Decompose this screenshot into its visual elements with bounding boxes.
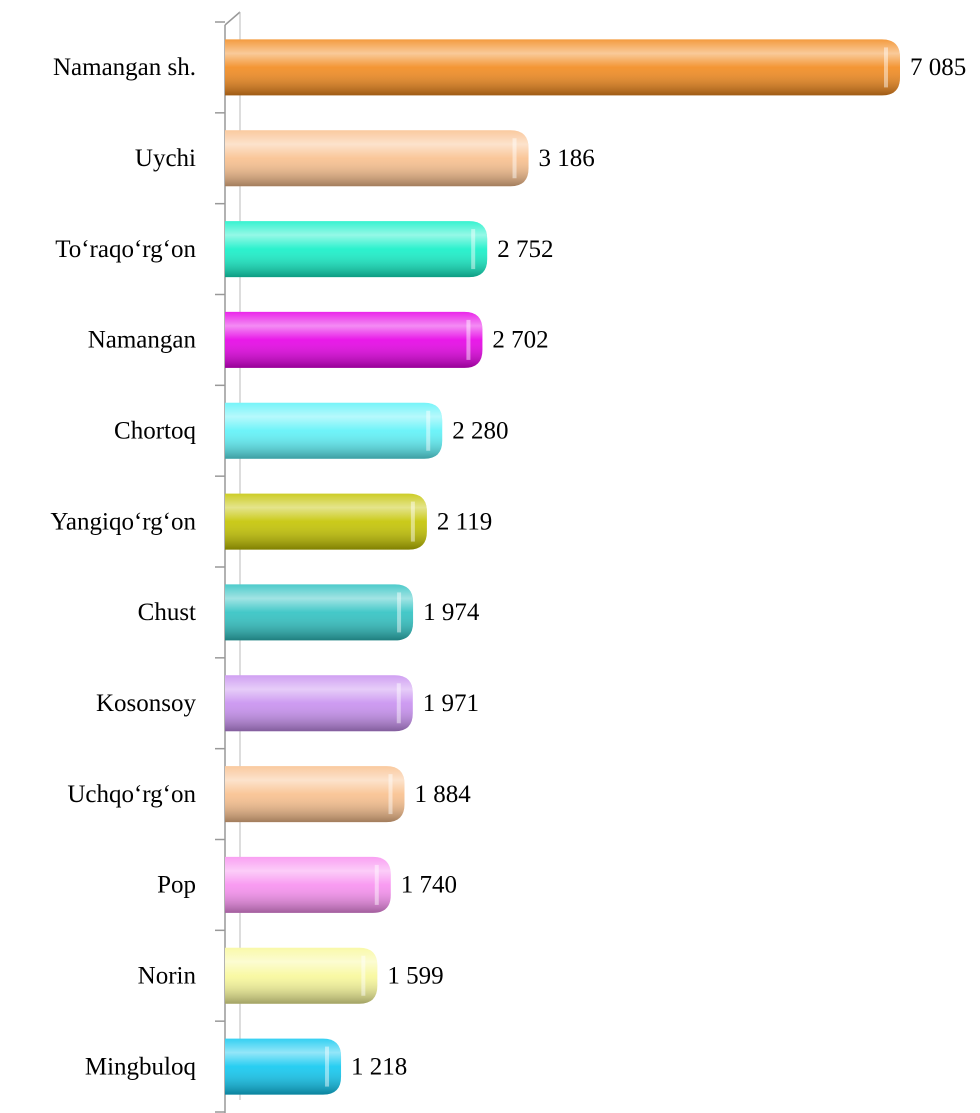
y-tick-label: Namangan <box>88 327 197 354</box>
y-tick-label: To‘raqo‘rg‘on <box>55 236 196 263</box>
bar-shading <box>225 130 529 187</box>
y-tick-label: Chortoq <box>114 417 196 444</box>
y-tick-label: Pop <box>157 872 196 899</box>
bar-shading <box>225 766 405 823</box>
value-label: 3 186 <box>539 145 595 172</box>
axis-depth <box>224 11 241 26</box>
bar-shading <box>225 947 378 1004</box>
y-tick-label: Uchqo‘rg‘on <box>67 781 196 808</box>
bar-shading <box>225 1038 342 1095</box>
value-label: 1 971 <box>423 690 479 717</box>
y-tick-label: Namangan sh. <box>53 54 196 81</box>
value-label: 7 085 <box>910 54 966 81</box>
y-tick-label: Kosonsoy <box>96 690 197 717</box>
y-tick-label: Chust <box>138 599 196 626</box>
bar-shading <box>225 311 483 368</box>
value-label: 2 752 <box>497 236 553 263</box>
bar-shading <box>225 221 488 278</box>
y-tick-label: Yangiqo‘rg‘on <box>50 508 196 535</box>
value-label: 1 599 <box>387 962 443 989</box>
bar-shading <box>225 493 427 550</box>
bar-shading <box>225 675 413 732</box>
bar-shading <box>225 39 900 96</box>
axis <box>224 11 241 1113</box>
value-label: 1 974 <box>423 599 480 626</box>
value-label: 2 119 <box>437 508 492 535</box>
y-tick-label: Uychi <box>135 145 196 172</box>
value-label: 1 218 <box>351 1053 407 1080</box>
bar-shading <box>225 584 414 641</box>
y-tick-label: Norin <box>138 962 197 989</box>
bar-shading <box>225 402 443 459</box>
value-label: 2 702 <box>492 327 548 354</box>
y-tick-label: Mingbuloq <box>85 1053 197 1080</box>
value-label: 1 740 <box>401 872 457 899</box>
value-label: 1 884 <box>414 781 471 808</box>
value-label: 2 280 <box>452 417 508 444</box>
bar-shading <box>225 856 391 913</box>
